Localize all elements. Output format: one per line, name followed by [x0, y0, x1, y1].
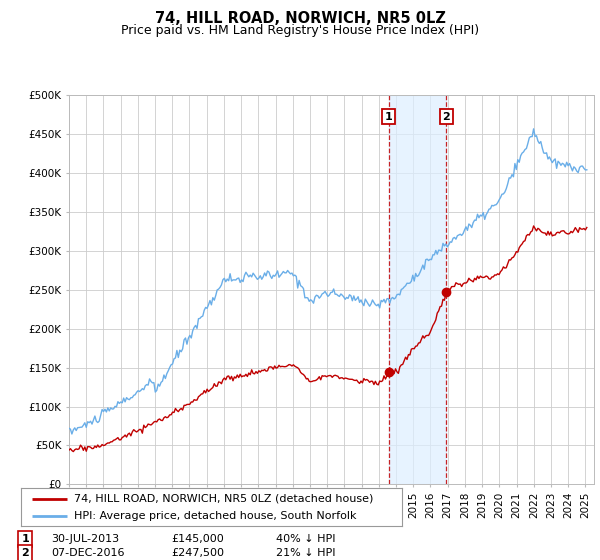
- Text: 40% ↓ HPI: 40% ↓ HPI: [276, 534, 335, 544]
- Text: 74, HILL ROAD, NORWICH, NR5 0LZ: 74, HILL ROAD, NORWICH, NR5 0LZ: [155, 11, 445, 26]
- Text: 07-DEC-2016: 07-DEC-2016: [51, 548, 125, 558]
- Bar: [389, 95, 446, 484]
- Text: 2: 2: [22, 548, 29, 558]
- Text: £145,000: £145,000: [171, 534, 224, 544]
- Text: 21% ↓ HPI: 21% ↓ HPI: [276, 548, 335, 558]
- Text: Price paid vs. HM Land Registry's House Price Index (HPI): Price paid vs. HM Land Registry's House …: [121, 24, 479, 36]
- Text: 74, HILL ROAD, NORWICH, NR5 0LZ (detached house): 74, HILL ROAD, NORWICH, NR5 0LZ (detache…: [74, 493, 374, 503]
- Text: HPI: Average price, detached house, South Norfolk: HPI: Average price, detached house, Sout…: [74, 511, 357, 521]
- Text: 2: 2: [442, 111, 450, 122]
- Text: 1: 1: [385, 111, 392, 122]
- Text: 1: 1: [22, 534, 29, 544]
- Text: £247,500: £247,500: [171, 548, 224, 558]
- Text: 30-JUL-2013: 30-JUL-2013: [51, 534, 119, 544]
